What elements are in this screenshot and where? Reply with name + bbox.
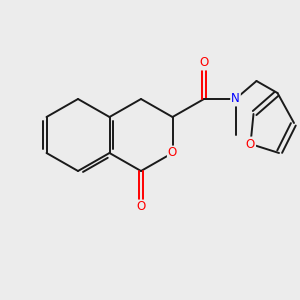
Text: N: N — [231, 92, 240, 106]
Text: O: O — [246, 137, 255, 151]
Text: O: O — [136, 200, 146, 214]
Text: O: O — [168, 146, 177, 160]
Text: O: O — [200, 56, 208, 70]
